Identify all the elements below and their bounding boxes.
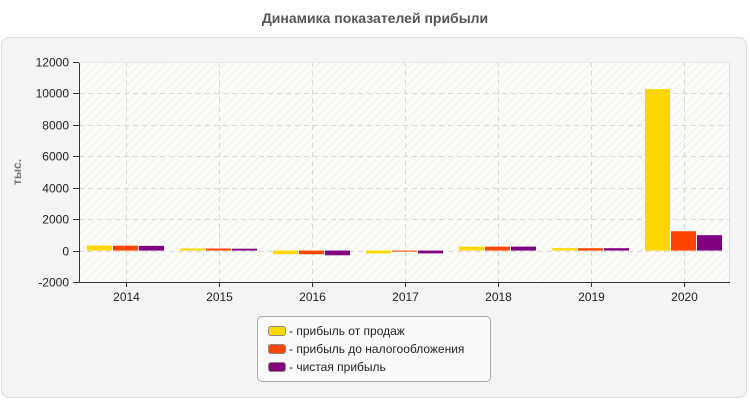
x-tick-label: 2014	[113, 290, 140, 304]
bar[interactable]	[604, 248, 629, 251]
bar[interactable]	[392, 250, 417, 252]
bar[interactable]	[113, 245, 138, 251]
y-tick-label: -2000	[38, 276, 69, 290]
bar[interactable]	[511, 246, 536, 251]
bar[interactable]	[578, 248, 603, 251]
x-tick-label: 2018	[485, 290, 512, 304]
bar[interactable]	[273, 250, 298, 255]
legend-swatch	[268, 344, 286, 354]
bar[interactable]	[206, 248, 231, 251]
bar[interactable]	[697, 235, 722, 251]
bar[interactable]	[87, 245, 112, 251]
legend: - прибыль от продаж - прибыль до налогоо…	[257, 316, 491, 382]
bar[interactable]	[180, 248, 205, 251]
legend-item-sales-profit[interactable]: - прибыль от продаж	[268, 322, 490, 340]
y-tick-label: 4000	[42, 182, 69, 196]
bar[interactable]	[418, 250, 443, 254]
y-tick-label: 12000	[36, 56, 70, 70]
legend-item-net-profit[interactable]: - чистая прибыль	[268, 358, 490, 376]
y-tick-label: 6000	[42, 150, 69, 164]
bars-group	[87, 89, 722, 256]
x-tick-label: 2020	[671, 290, 698, 304]
legend-swatch	[268, 326, 286, 336]
plot-area	[79, 62, 730, 282]
bar[interactable]	[232, 248, 257, 251]
bar[interactable]	[325, 250, 350, 256]
bar[interactable]	[459, 246, 484, 251]
bar[interactable]	[645, 89, 670, 251]
legend-swatch	[268, 362, 286, 372]
y-tick-label: 2000	[42, 213, 69, 227]
y-tick-label: 8000	[42, 119, 69, 133]
chart-title: Динамика показателей прибыли	[261, 10, 489, 26]
x-tick-label: 2017	[392, 290, 419, 304]
legend-label: - чистая прибыль	[289, 360, 386, 374]
x-tick-label: 2016	[299, 290, 326, 304]
legend-label: - прибыль до налогообложения	[289, 342, 465, 356]
bar[interactable]	[139, 245, 164, 251]
y-tick-label: 10000	[36, 87, 70, 101]
x-tick-label: 2019	[578, 290, 605, 304]
bar[interactable]	[366, 250, 391, 254]
x-tick-label: 2015	[206, 290, 233, 304]
legend-item-pretax-profit[interactable]: - прибыль до налогообложения	[268, 340, 490, 358]
y-tick-label: 0	[62, 245, 69, 259]
legend-label: - прибыль от продаж	[289, 324, 405, 338]
bar[interactable]	[299, 250, 324, 255]
bar[interactable]	[552, 248, 577, 251]
bar[interactable]	[485, 246, 510, 251]
axes: -2000 0 2000 4000 6000 8000 10000 12000 2014 2015…	[36, 56, 730, 304]
y-axis-label: тыс.	[10, 159, 24, 185]
bar[interactable]	[671, 231, 696, 251]
